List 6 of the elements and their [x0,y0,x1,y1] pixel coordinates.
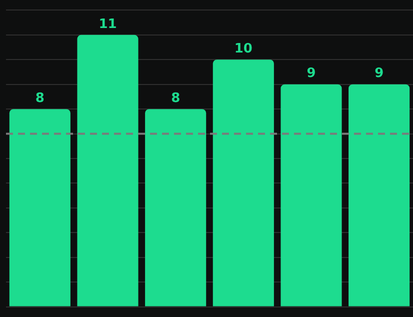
data-label: 10 [234,42,252,57]
data-label: 9 [374,66,384,82]
data-label: 8 [35,90,44,106]
data-label: 11 [98,16,117,32]
data-label: 8 [171,90,180,106]
data-label: 9 [306,66,316,82]
